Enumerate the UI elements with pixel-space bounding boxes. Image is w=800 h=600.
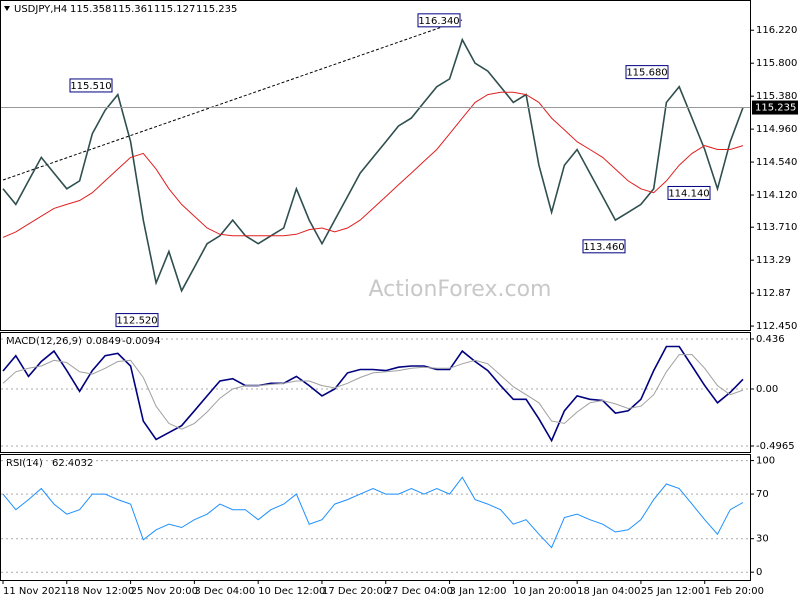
series-line xyxy=(2,354,744,430)
y-tick-label: -0.4965 xyxy=(756,441,795,452)
macd-signal-value: -0.0094 xyxy=(122,336,161,347)
open: 115.358 xyxy=(70,4,111,15)
x-tick-label: 3 Dec 04:00 xyxy=(194,586,255,597)
y-tick-label: 30 xyxy=(756,534,769,545)
annotation-box xyxy=(115,313,159,328)
x-tick-label: 10 Dec 12:00 xyxy=(258,586,325,597)
series-line xyxy=(2,345,744,443)
rsi-panel xyxy=(0,454,751,581)
x-tick-label: 18 Nov 12:00 xyxy=(67,586,134,597)
trend-line xyxy=(2,19,463,181)
x-tick-label: 3 Jan 12:00 xyxy=(450,586,507,597)
y-tick-label: 70 xyxy=(756,489,769,500)
y-tick-label: 0.436 xyxy=(756,334,785,345)
x-tick-label: 1 Feb 20:00 xyxy=(705,586,764,597)
x-tick-label: 25 Nov 20:00 xyxy=(131,586,198,597)
symbol: USDJPY,H4 xyxy=(14,4,67,15)
y-tick-label: 114.960 xyxy=(756,124,797,135)
series-line xyxy=(2,37,744,293)
y-tick-label: 112.87 xyxy=(756,288,791,299)
macd-value: 0.0849 xyxy=(86,336,121,347)
y-tick-label: 0 xyxy=(756,567,762,578)
low: 115.127 xyxy=(154,4,195,15)
y-tick-label: 114.120 xyxy=(756,190,797,201)
price-panel xyxy=(0,0,751,331)
close: 115.235 xyxy=(196,4,237,15)
y-tick-label: 113.710 xyxy=(756,222,797,233)
annotation-box xyxy=(417,13,461,28)
rsi-value: 62.4032 xyxy=(52,458,93,469)
x-tick-label: 11 Nov 2021 xyxy=(3,586,67,597)
series-line xyxy=(2,91,744,238)
macd-panel xyxy=(0,332,751,453)
annotation-label: 115.510 xyxy=(70,81,111,92)
annotation-label: 114.140 xyxy=(668,188,709,199)
macd-title: MACD(12,26,9) xyxy=(6,336,82,347)
annotation-label: 115.680 xyxy=(626,68,667,79)
y-tick-label: 100 xyxy=(756,456,775,467)
annotation-label: 113.460 xyxy=(583,242,624,253)
y-tick-label: 113.29 xyxy=(756,255,791,266)
y-tick-label: 114.540 xyxy=(756,157,797,168)
annotation-box xyxy=(69,78,113,93)
y-tick-label: 115.380 xyxy=(756,91,797,102)
x-tick-label: 18 Jan 04:00 xyxy=(577,586,640,597)
high: 115.361 xyxy=(112,4,153,15)
x-tick-label: 10 Jan 20:00 xyxy=(513,586,576,597)
x-tick-label: 27 Dec 04:00 xyxy=(386,586,453,597)
watermark: ActionForex.com xyxy=(369,277,552,302)
annotation-box xyxy=(667,185,711,200)
annotation-label: 112.520 xyxy=(116,316,157,327)
y-tick-label: 112.450 xyxy=(756,321,797,332)
price-label-box xyxy=(752,100,798,115)
annotation-box xyxy=(625,65,669,80)
y-tick-label: 0.00 xyxy=(756,384,778,395)
y-tick-label: 115.800 xyxy=(756,58,797,69)
x-tick-label: 17 Dec 20:00 xyxy=(322,586,389,597)
x-tick-label: 25 Jan 12:00 xyxy=(641,586,704,597)
annotation-box xyxy=(582,239,626,254)
rsi-title: RSI(14) xyxy=(6,458,43,469)
header-icon xyxy=(4,6,10,11)
price-label: 115.235 xyxy=(755,103,796,114)
series-line xyxy=(2,476,744,549)
annotation-label: 116.340 xyxy=(418,16,459,27)
y-tick-label: 116.220 xyxy=(756,25,797,36)
